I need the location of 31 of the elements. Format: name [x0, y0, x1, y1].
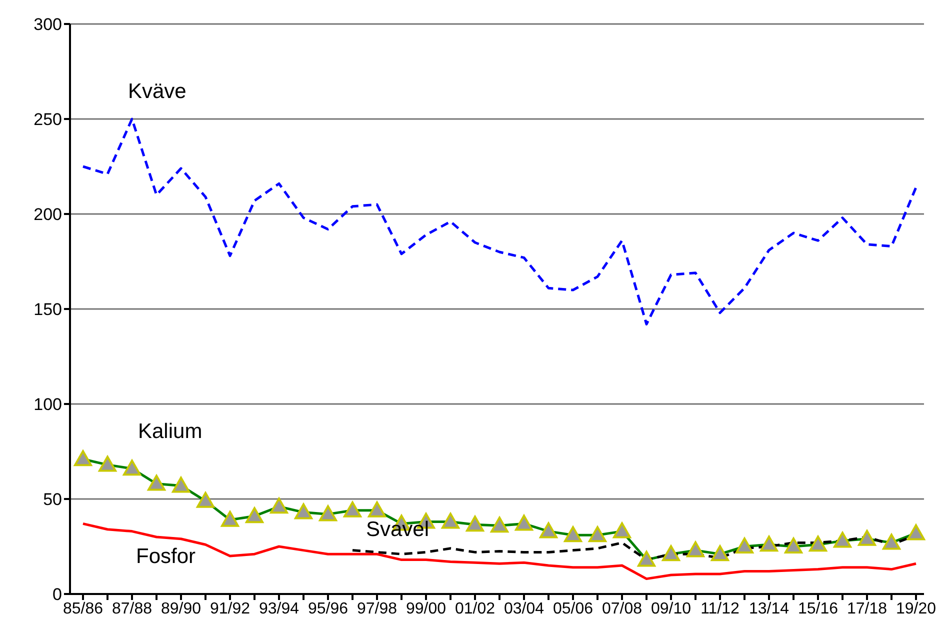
x-tick-label: 99/00 [406, 600, 446, 618]
x-tick-label: 17/18 [846, 600, 888, 618]
y-tick-label: 300 [34, 15, 62, 34]
y-tick-label: 200 [34, 205, 62, 224]
y-tick-label: 0 [52, 585, 62, 604]
x-tick-label: 15/16 [798, 600, 838, 618]
x-tick-label: 87/88 [112, 600, 152, 618]
y-tick-label: 50 [43, 490, 62, 510]
x-tick-label: 93/94 [258, 600, 300, 618]
y-tick-label: 100 [34, 395, 62, 414]
y-tick-label: 250 [34, 110, 62, 130]
x-tick-label: 13/14 [748, 600, 790, 618]
series-label: Svavel [366, 518, 430, 542]
x-tick-label: 97/98 [356, 600, 398, 618]
x-tick-label: 11/12 [700, 600, 740, 618]
line-series [82, 118, 918, 326]
series-label: Fosfor [136, 545, 196, 569]
x-tick-label: 09/10 [650, 600, 692, 618]
line-series [82, 522, 918, 580]
x-tick-label: 19/20 [896, 600, 936, 618]
x-tick-label: 03/04 [504, 600, 544, 618]
x-tick-label: 05/06 [552, 600, 594, 618]
series-label: Kalium [138, 420, 202, 444]
x-tick-label: 91/92 [210, 600, 250, 618]
x-tick-label: 01/02 [454, 600, 496, 618]
x-tick-label: 95/96 [308, 600, 348, 618]
x-tick-label: 89/90 [160, 600, 202, 618]
x-tick-label: 07/08 [602, 600, 642, 618]
x-tick-label: 85/86 [62, 600, 104, 618]
y-tick-label: 150 [34, 300, 62, 320]
series-label: Kväve [128, 80, 186, 104]
